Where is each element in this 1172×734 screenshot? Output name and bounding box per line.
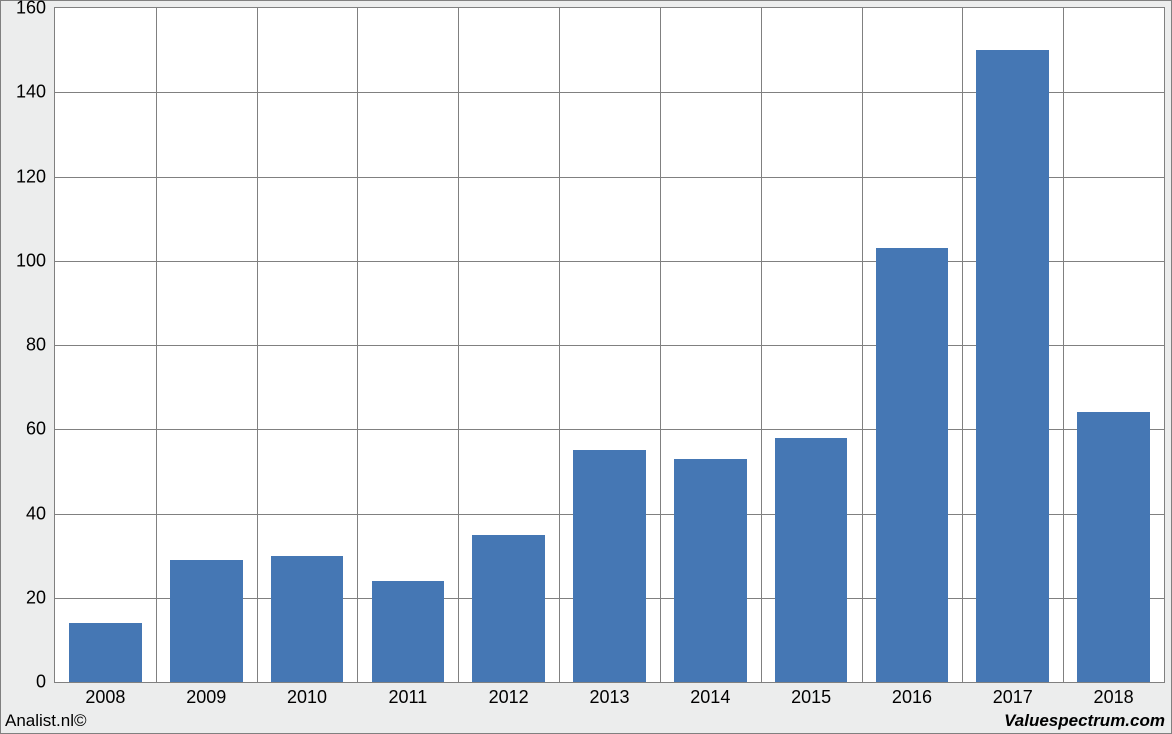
y-axis-tick-label: 140 <box>16 82 46 103</box>
gridline-vertical <box>761 8 762 682</box>
x-axis-tick-label: 2009 <box>186 687 226 708</box>
y-axis-tick-label: 80 <box>26 335 46 356</box>
x-axis-tick-label: 2014 <box>690 687 730 708</box>
x-axis-tick-label: 2012 <box>489 687 529 708</box>
gridline-vertical <box>559 8 560 682</box>
bar <box>472 535 545 682</box>
gridline-vertical <box>257 8 258 682</box>
chart-frame: Analist.nl© Valuespectrum.com 0 20 40 60 80 1… <box>0 0 1172 734</box>
gridline-vertical <box>962 8 963 682</box>
bar <box>372 581 445 682</box>
footer-right-credit: Valuespectrum.com <box>1004 711 1165 731</box>
bar <box>674 459 747 682</box>
bar <box>976 50 1049 682</box>
plot-area <box>54 7 1165 683</box>
bar <box>271 556 344 682</box>
y-axis-tick-label: 100 <box>16 250 46 271</box>
x-axis-tick-label: 2016 <box>892 687 932 708</box>
y-axis-tick-label: 160 <box>16 0 46 19</box>
gridline-vertical <box>660 8 661 682</box>
x-axis-tick-label: 2017 <box>993 687 1033 708</box>
gridline-vertical <box>458 8 459 682</box>
bar <box>573 450 646 682</box>
gridline-vertical <box>357 8 358 682</box>
y-axis-tick-label: 20 <box>26 587 46 608</box>
bar <box>775 438 848 682</box>
gridline-vertical <box>862 8 863 682</box>
x-axis-tick-label: 2010 <box>287 687 327 708</box>
gridline-vertical <box>1063 8 1064 682</box>
bar <box>69 623 142 682</box>
y-axis-tick-label: 0 <box>36 672 46 693</box>
footer-left-credit: Analist.nl© <box>5 711 87 731</box>
x-axis-tick-label: 2011 <box>389 687 428 708</box>
x-axis-tick-label: 2018 <box>1094 687 1134 708</box>
gridline-vertical <box>156 8 157 682</box>
x-axis-tick-label: 2013 <box>589 687 629 708</box>
y-axis-tick-label: 60 <box>26 419 46 440</box>
bar <box>876 248 949 682</box>
y-axis-tick-label: 40 <box>26 503 46 524</box>
x-axis-tick-label: 2008 <box>85 687 125 708</box>
bar <box>1077 412 1150 682</box>
y-axis-tick-label: 120 <box>16 166 46 187</box>
x-axis-tick-label: 2015 <box>791 687 831 708</box>
bar <box>170 560 243 682</box>
